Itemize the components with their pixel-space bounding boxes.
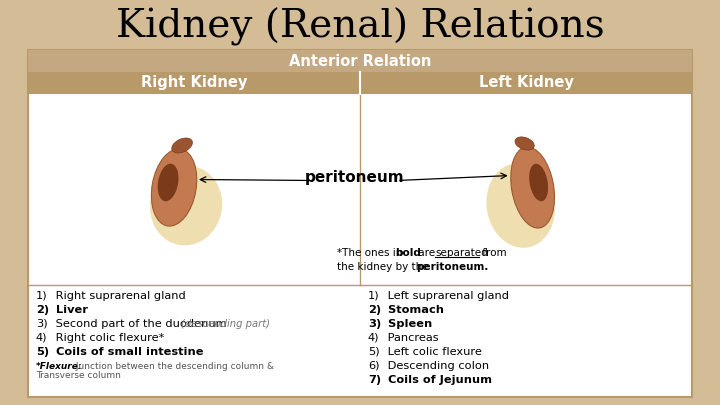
Text: Left colic flexure: Left colic flexure: [384, 347, 482, 357]
Text: 3): 3): [368, 319, 382, 329]
Bar: [28, 50, 692, 72]
Text: *Flexure:: *Flexure:: [36, 362, 83, 371]
Text: 2): 2): [36, 305, 49, 315]
Ellipse shape: [172, 138, 192, 153]
Text: from: from: [479, 248, 507, 258]
Text: *The ones in: *The ones in: [337, 248, 405, 258]
Text: Junction between the descending column &: Junction between the descending column &: [73, 362, 274, 371]
Ellipse shape: [486, 163, 555, 248]
Text: 2): 2): [368, 305, 381, 315]
Text: Right colic flexure*: Right colic flexure*: [52, 333, 164, 343]
Text: Left Kidney: Left Kidney: [479, 75, 573, 90]
Text: 6): 6): [368, 361, 379, 371]
Text: Right Kidney: Right Kidney: [141, 75, 247, 90]
Text: peritoneum.: peritoneum.: [416, 262, 488, 272]
Text: Coils of Jejunum: Coils of Jejunum: [384, 375, 492, 385]
Text: 1): 1): [368, 291, 379, 301]
Ellipse shape: [151, 149, 197, 226]
Text: 3): 3): [36, 319, 48, 329]
Ellipse shape: [158, 164, 179, 201]
Text: Transverse column: Transverse column: [36, 371, 121, 380]
Text: (descending part): (descending part): [181, 319, 270, 329]
Text: Stomach: Stomach: [384, 305, 444, 315]
Ellipse shape: [529, 164, 548, 201]
Ellipse shape: [510, 147, 554, 228]
Text: Liver: Liver: [52, 305, 88, 315]
Text: bold: bold: [395, 248, 421, 258]
Text: 4): 4): [36, 333, 48, 343]
Text: 1): 1): [36, 291, 48, 301]
Text: 4): 4): [368, 333, 379, 343]
Text: the kidney by the: the kidney by the: [337, 262, 432, 272]
Text: Left suprarenal gland: Left suprarenal gland: [384, 291, 509, 301]
Bar: [28, 50, 692, 397]
Text: Descending colon: Descending colon: [384, 361, 489, 371]
Text: Kidney (Renal) Relations: Kidney (Renal) Relations: [116, 8, 604, 46]
Text: Coils of small intestine: Coils of small intestine: [52, 347, 204, 357]
Ellipse shape: [150, 166, 222, 245]
Ellipse shape: [515, 137, 534, 150]
Text: Pancreas: Pancreas: [384, 333, 438, 343]
Text: are: are: [415, 248, 438, 258]
Text: 7): 7): [368, 375, 381, 385]
Text: 5): 5): [36, 347, 49, 357]
Text: peritoneum: peritoneum: [305, 170, 405, 185]
Text: 5): 5): [368, 347, 379, 357]
Text: Anterior Relation: Anterior Relation: [289, 53, 431, 68]
Bar: [28, 72, 692, 94]
Text: Second part of the duodenum: Second part of the duodenum: [52, 319, 230, 329]
Text: Right suprarenal gland: Right suprarenal gland: [52, 291, 186, 301]
Text: Spleen: Spleen: [384, 319, 432, 329]
Text: separated: separated: [435, 248, 487, 258]
